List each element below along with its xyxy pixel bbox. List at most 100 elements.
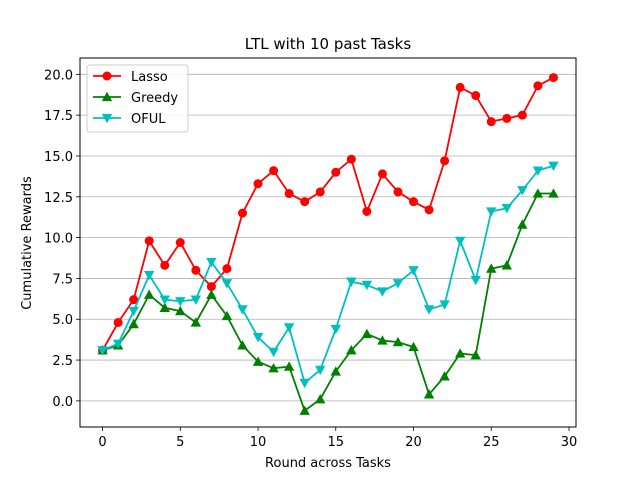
data-point-lasso bbox=[191, 265, 201, 275]
legend: Lasso Greedy OFUL bbox=[86, 64, 189, 133]
data-point-greedy bbox=[268, 363, 279, 373]
data-point-oful bbox=[175, 297, 186, 307]
data-point-greedy bbox=[392, 336, 404, 347]
data-point-lasso bbox=[331, 167, 341, 177]
legend-marker-oful bbox=[101, 113, 113, 124]
data-point-greedy bbox=[361, 328, 373, 339]
legend-label-greedy: Greedy bbox=[131, 91, 178, 106]
data-point-oful bbox=[299, 378, 310, 389]
data-point-lasso bbox=[206, 282, 216, 292]
data-point-lasso bbox=[237, 208, 247, 218]
series-line-oful bbox=[102, 164, 554, 384]
data-point-greedy bbox=[159, 302, 170, 312]
data-point-greedy bbox=[532, 188, 544, 198]
data-point-lasso bbox=[455, 82, 465, 92]
data-point-oful bbox=[346, 277, 357, 287]
data-point-lasso bbox=[284, 189, 294, 199]
data-point-oful bbox=[112, 339, 124, 349]
x-tick-label: 10 bbox=[250, 435, 267, 450]
y-tick-label: 2.5 bbox=[52, 354, 73, 369]
data-point-greedy bbox=[299, 405, 310, 415]
x-axis-label: Round across Tasks bbox=[265, 456, 391, 471]
data-point-oful bbox=[190, 295, 202, 305]
data-point-oful bbox=[97, 346, 108, 356]
data-point-oful bbox=[439, 300, 450, 310]
data-point-greedy bbox=[315, 394, 326, 404]
y-axis-label: Cumulative Rewards bbox=[20, 176, 35, 310]
x-tick-label: 5 bbox=[176, 435, 184, 450]
data-point-lasso bbox=[471, 91, 481, 101]
grid-lines bbox=[80, 73, 576, 402]
data-point-lasso bbox=[424, 205, 434, 215]
data-point-oful bbox=[548, 161, 559, 171]
y-tick-label: 7.5 bbox=[52, 272, 73, 287]
data-point-greedy bbox=[517, 219, 528, 229]
data-point-greedy bbox=[408, 341, 419, 352]
data-point-greedy bbox=[454, 348, 466, 358]
x-tick-label: 0 bbox=[98, 435, 106, 450]
data-point-lasso bbox=[160, 260, 170, 270]
data-point-oful bbox=[315, 365, 326, 376]
data-point-oful bbox=[423, 305, 435, 315]
data-point-oful bbox=[392, 279, 404, 289]
data-point-lasso bbox=[346, 154, 356, 164]
y-axis: 0.0 2.5 5.0 7.5 10.0 12.5 15.0 17.5 20.0 bbox=[44, 68, 80, 410]
x-tick-label: 20 bbox=[405, 435, 422, 450]
data-point-lasso bbox=[377, 169, 387, 179]
legend-marker-greedy bbox=[101, 91, 113, 102]
data-point-greedy bbox=[486, 263, 497, 273]
data-point-greedy bbox=[423, 389, 435, 399]
series-oful bbox=[97, 161, 559, 389]
data-point-greedy bbox=[206, 289, 217, 299]
x-axis: 0 5 10 15 20 25 30 bbox=[98, 427, 577, 450]
plot-area-frame bbox=[79, 57, 577, 428]
chart-title: LTL with 10 past Tasks bbox=[245, 35, 412, 53]
legend-marker-lasso bbox=[102, 71, 112, 81]
legend-label-oful: OFUL bbox=[131, 112, 166, 127]
x-tick-label: 30 bbox=[561, 435, 578, 450]
data-point-oful bbox=[361, 280, 373, 291]
data-point-greedy bbox=[175, 305, 186, 316]
data-point-oful bbox=[283, 323, 295, 333]
y-tick-label: 10.0 bbox=[44, 232, 73, 247]
data-point-greedy bbox=[501, 260, 513, 270]
data-point-lasso bbox=[300, 197, 310, 207]
data-point-oful bbox=[501, 204, 513, 214]
legend-label-lasso: Lasso bbox=[131, 70, 168, 85]
data-point-lasso bbox=[144, 236, 154, 246]
series-greedy bbox=[97, 188, 559, 415]
data-point-oful bbox=[159, 295, 170, 305]
y-tick-label: 12.5 bbox=[44, 191, 73, 206]
data-point-oful bbox=[206, 257, 217, 268]
data-point-oful bbox=[143, 270, 155, 281]
data-point-greedy bbox=[190, 317, 202, 327]
data-point-oful bbox=[486, 207, 497, 217]
data-point-oful bbox=[268, 347, 279, 358]
data-point-greedy bbox=[128, 318, 139, 329]
data-point-lasso bbox=[253, 179, 263, 189]
y-tick-label: 20.0 bbox=[44, 68, 73, 83]
data-point-lasso bbox=[440, 156, 450, 166]
data-point-lasso bbox=[517, 110, 527, 120]
y-tick-label: 5.0 bbox=[52, 313, 73, 328]
data-point-greedy bbox=[143, 289, 155, 299]
data-point-greedy bbox=[330, 366, 341, 376]
data-point-lasso bbox=[129, 295, 139, 305]
data-point-oful bbox=[408, 266, 419, 276]
y-tick-label: 17.5 bbox=[44, 109, 73, 124]
data-point-oful bbox=[532, 166, 544, 176]
data-point-lasso bbox=[222, 264, 232, 274]
series-layer bbox=[97, 73, 559, 415]
data-point-greedy bbox=[470, 349, 481, 360]
legend-box bbox=[86, 64, 189, 133]
data-point-lasso bbox=[502, 113, 512, 123]
data-point-oful bbox=[221, 279, 233, 289]
data-point-lasso bbox=[362, 206, 372, 216]
data-point-greedy bbox=[439, 371, 450, 381]
data-point-oful bbox=[237, 305, 248, 315]
data-point-lasso bbox=[548, 73, 558, 83]
series-line-greedy bbox=[102, 192, 554, 412]
y-tick-label: 0.0 bbox=[52, 395, 73, 410]
data-point-lasso bbox=[175, 238, 185, 247]
